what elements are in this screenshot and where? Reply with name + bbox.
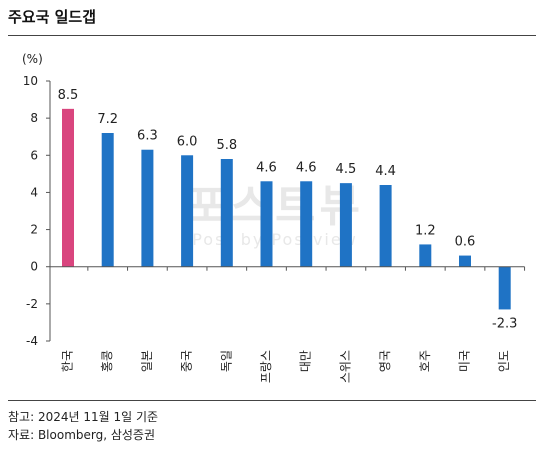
x-category-label: 일본 xyxy=(140,350,154,372)
y-tick-label: 4 xyxy=(30,185,38,199)
bar-chart: (%) -4 -2 0 2 4 6 8 10 8.5 7.2 6.3 6.0 5.8 4.6 4.6 4.5… xyxy=(22,52,526,383)
bar xyxy=(459,255,471,267)
bar-data-label: 5.8 xyxy=(216,138,237,153)
bar-data-label: 8.5 xyxy=(58,88,79,103)
bar-data-label: -2.3 xyxy=(492,316,517,331)
reference-note: 참고: 2024년 11월 1일 기준 xyxy=(8,410,159,424)
bar xyxy=(300,181,313,267)
y-tick-label: 0 xyxy=(30,260,38,274)
x-category-label: 독일 xyxy=(219,350,233,372)
y-axis-unit-label: (%) xyxy=(22,52,43,66)
x-category-label: 영국 xyxy=(378,350,392,372)
x-category-label: 홍콩 xyxy=(100,350,114,372)
chart-title: 주요국 일드갭 xyxy=(8,8,97,26)
x-category-label: 스위스 xyxy=(338,350,352,383)
bar xyxy=(498,266,511,310)
bar xyxy=(339,183,352,267)
bar xyxy=(181,155,194,267)
x-category-label: 호주 xyxy=(418,350,432,372)
x-category-label: 미국 xyxy=(458,350,472,372)
bar xyxy=(141,149,154,267)
bar-data-label: 7.2 xyxy=(97,112,118,127)
source-note: 자료: Bloomberg, 삼성증권 xyxy=(8,428,156,442)
bar xyxy=(62,108,74,267)
y-tick-label: -2 xyxy=(26,297,38,311)
x-axis: 한국 홍콩 일본 중국 독일 프랑스 대만 스위스 영국 호주 미국 인도 xyxy=(50,266,526,383)
y-tick-label: -4 xyxy=(26,334,38,348)
bar-data-label: 4.6 xyxy=(256,160,277,175)
x-category-label: 한국 xyxy=(61,350,75,372)
bar-data-label: 4.6 xyxy=(296,160,317,175)
title-divider xyxy=(8,35,536,36)
chart-notes: 참고: 2024년 11월 1일 기준 자료: Bloomberg, 삼성증권 xyxy=(8,408,158,444)
bar xyxy=(220,159,233,267)
x-category-label: 대만 xyxy=(299,350,313,372)
bar-data-label: 1.2 xyxy=(415,223,436,238)
bar-data-label: 0.6 xyxy=(455,235,476,250)
y-axis: -4 -2 0 2 4 6 8 10 xyxy=(23,74,51,348)
footer-divider xyxy=(8,400,536,401)
bar-data-label: 4.4 xyxy=(375,164,396,179)
bar-data-label: 6.3 xyxy=(137,129,158,144)
bar xyxy=(101,133,114,267)
bar xyxy=(260,181,273,267)
y-tick-label: 6 xyxy=(30,148,38,162)
bar-data-label: 6.0 xyxy=(177,134,198,149)
bar xyxy=(419,244,432,267)
y-tick-label: 8 xyxy=(30,111,38,125)
bar-data-label: 4.5 xyxy=(336,162,357,177)
bars-group: 8.5 7.2 6.3 6.0 5.8 4.6 4.6 4.5 4.4 1.2 0.6 -2.3 xyxy=(58,88,518,332)
bar xyxy=(379,185,392,267)
y-tick-label: 2 xyxy=(30,223,38,237)
x-category-label: 인도 xyxy=(497,350,511,372)
x-category-label: 프랑스 xyxy=(259,350,273,383)
y-tick-label: 10 xyxy=(23,74,38,88)
x-category-label: 중국 xyxy=(180,350,194,372)
